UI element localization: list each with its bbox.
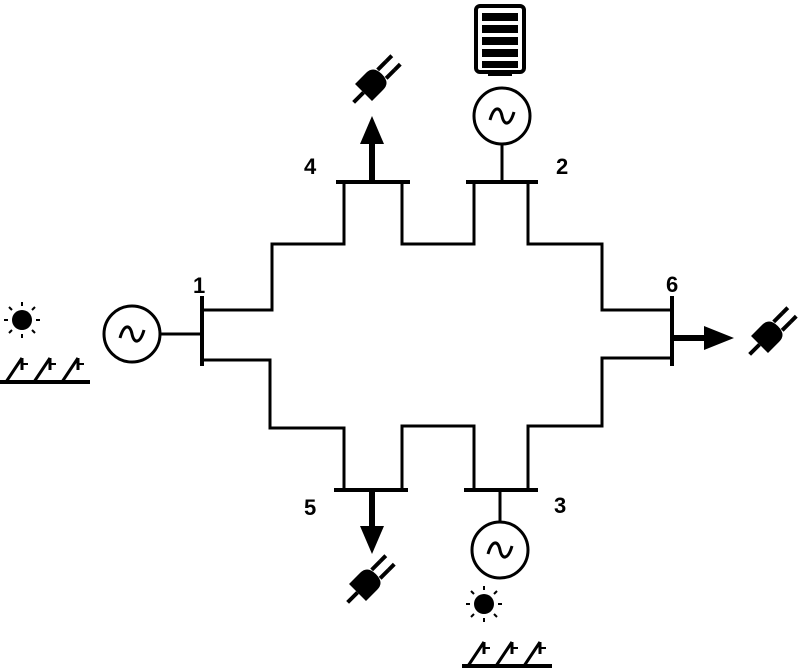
line-1-5 — [202, 358, 346, 490]
generator-bus-2 — [472, 86, 532, 182]
line-4-2 — [400, 182, 476, 246]
line-3-6 — [526, 356, 672, 490]
solar-source-bus-1 — [0, 301, 92, 384]
bus-label-6: 6 — [666, 272, 678, 297]
bus-label-3: 3 — [554, 493, 566, 518]
line-1-4 — [202, 182, 346, 312]
plug-icon — [345, 51, 404, 110]
arrow-right-icon — [704, 326, 734, 350]
load-bus-5 — [339, 490, 398, 611]
solar-source-bus-3 — [460, 585, 554, 668]
line-5-3 — [400, 424, 476, 490]
sun-icon — [465, 585, 503, 623]
load-bus-6 — [672, 303, 798, 362]
line-2-6 — [526, 182, 672, 312]
arrow-down-icon — [360, 526, 384, 554]
transmission-lines — [202, 182, 672, 490]
bus-label-2: 2 — [556, 154, 568, 179]
bus-bars — [200, 180, 674, 492]
load-bus-4 — [345, 51, 404, 182]
sun-icon — [3, 301, 41, 339]
solar-panel-icon — [0, 356, 92, 384]
battery-icon — [474, 4, 526, 76]
solar-panel-icon — [460, 640, 554, 668]
bus-labels: 1 2 3 4 5 6 — [193, 154, 678, 520]
generator-bus-1 — [102, 304, 202, 364]
bus-label-1: 1 — [193, 273, 205, 298]
bus-label-4: 4 — [304, 154, 317, 179]
plug-icon — [741, 303, 798, 362]
generator-bus-3 — [470, 490, 530, 580]
plug-icon — [339, 551, 398, 610]
bus-label-5: 5 — [304, 495, 316, 520]
arrow-up-icon — [360, 116, 384, 144]
